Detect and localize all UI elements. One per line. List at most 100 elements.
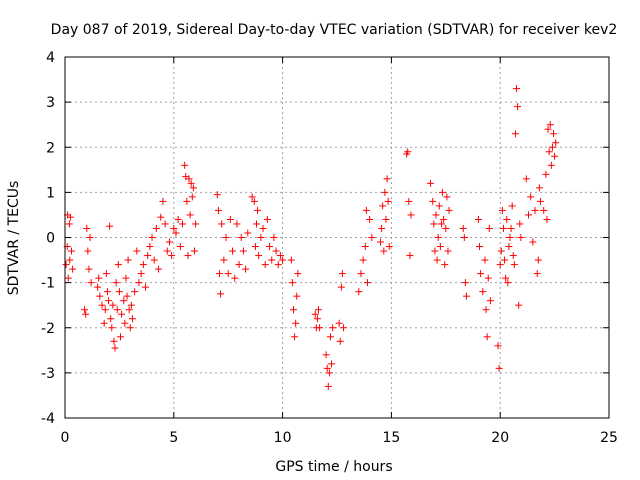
data-point	[113, 306, 121, 314]
data-point	[505, 243, 513, 251]
data-point	[460, 234, 468, 241]
data-point	[185, 175, 193, 183]
data-point	[540, 206, 548, 214]
data-point	[131, 288, 139, 296]
data-point	[128, 315, 136, 323]
data-point	[65, 220, 73, 228]
data-point	[522, 175, 530, 183]
data-point	[82, 310, 90, 318]
data-point	[484, 274, 492, 282]
data-point	[529, 238, 537, 246]
x-tick-label: 0	[61, 430, 70, 446]
data-point	[502, 274, 510, 282]
y-tick-label: -1	[41, 276, 55, 292]
data-point	[439, 188, 447, 196]
data-point	[379, 202, 387, 210]
data-point	[481, 256, 489, 264]
data-point	[427, 179, 435, 187]
data-point	[385, 243, 393, 251]
y-tick-label: 1	[46, 185, 55, 201]
data-point	[220, 256, 228, 264]
data-point	[87, 279, 95, 287]
data-point	[542, 170, 550, 178]
data-series	[62, 85, 560, 390]
data-point	[188, 193, 196, 201]
data-point	[325, 369, 333, 377]
data-point	[218, 220, 226, 228]
data-point	[120, 297, 128, 305]
data-point	[361, 243, 369, 251]
data-point	[181, 161, 189, 169]
data-point	[231, 274, 239, 282]
data-point	[66, 256, 74, 264]
data-point	[436, 243, 444, 251]
data-point	[477, 270, 485, 278]
data-point	[485, 224, 493, 232]
data-point	[429, 197, 437, 205]
data-point	[133, 247, 141, 255]
data-point	[368, 234, 376, 241]
data-point	[434, 234, 442, 241]
data-point	[226, 215, 234, 223]
data-point	[126, 324, 134, 332]
data-point	[288, 279, 296, 287]
data-point	[507, 224, 515, 232]
data-point	[103, 288, 111, 296]
data-point	[108, 324, 116, 332]
data-point	[124, 256, 132, 264]
data-point	[116, 333, 124, 341]
data-point	[159, 197, 167, 205]
data-point	[293, 292, 301, 300]
data-point	[380, 247, 388, 255]
data-point	[324, 382, 332, 390]
data-point	[239, 247, 247, 255]
data-point	[313, 315, 321, 323]
data-point	[102, 270, 110, 278]
data-point	[501, 256, 509, 264]
data-point	[81, 306, 89, 314]
data-point	[511, 130, 519, 138]
data-point	[515, 301, 523, 309]
x-tick-label: 20	[491, 430, 509, 446]
data-point	[174, 215, 182, 223]
data-point	[329, 324, 337, 332]
data-point	[441, 261, 449, 269]
data-point	[548, 143, 556, 151]
data-point	[217, 290, 225, 298]
y-tick-label: 2	[46, 140, 55, 156]
x-tick-label: 15	[382, 430, 400, 446]
data-point	[503, 215, 511, 223]
data-point	[259, 224, 267, 232]
data-point	[123, 292, 131, 300]
data-point	[431, 247, 439, 255]
data-point	[272, 247, 280, 255]
data-point	[461, 279, 469, 287]
data-point	[432, 211, 440, 219]
data-point	[543, 215, 551, 223]
data-point	[437, 220, 445, 228]
data-point	[135, 279, 143, 287]
data-point	[486, 297, 494, 305]
data-point	[98, 301, 106, 309]
data-point	[146, 243, 154, 251]
data-point	[84, 247, 92, 255]
data-point	[142, 283, 150, 291]
data-point	[359, 256, 367, 264]
data-point	[114, 261, 122, 269]
data-point	[444, 247, 452, 255]
data-point	[381, 188, 389, 196]
data-point	[172, 229, 180, 237]
data-point	[377, 238, 385, 246]
data-point	[95, 274, 103, 282]
data-point	[192, 220, 200, 228]
data-point	[190, 247, 198, 255]
data-point	[279, 256, 287, 264]
data-point	[64, 274, 72, 282]
data-point	[326, 333, 334, 341]
data-point	[435, 202, 443, 210]
data-point	[125, 306, 133, 314]
data-point	[215, 270, 223, 278]
data-point	[527, 193, 535, 201]
data-point	[337, 283, 345, 291]
